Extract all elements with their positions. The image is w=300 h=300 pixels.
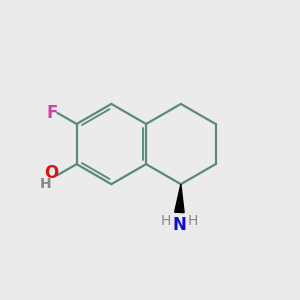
Text: H: H [40,177,52,190]
Polygon shape [175,184,184,213]
Text: H: H [161,214,171,228]
Text: N: N [172,216,186,234]
Text: F: F [46,104,58,122]
Text: O: O [44,164,58,182]
Text: H: H [188,214,198,228]
